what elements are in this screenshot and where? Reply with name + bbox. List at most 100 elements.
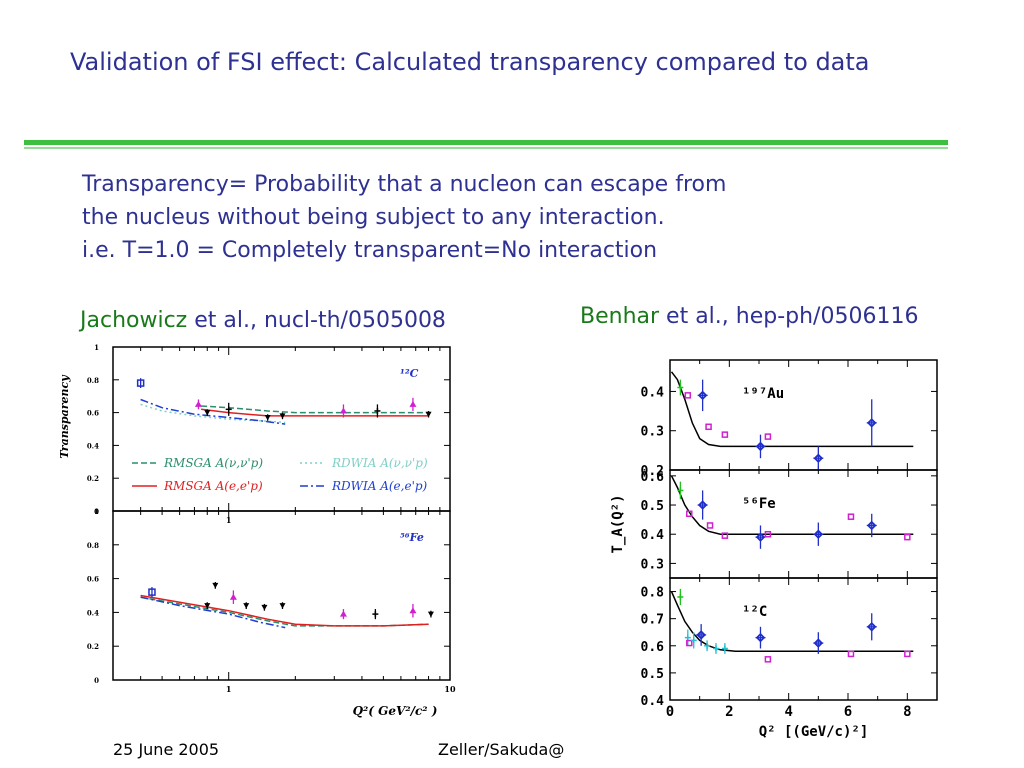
data-point xyxy=(229,593,237,600)
y-tick-label: 0.6 xyxy=(641,470,665,485)
reference-author: Benhar xyxy=(580,304,660,329)
panel-label: ⁵⁶Fe xyxy=(400,531,424,544)
data-point xyxy=(697,500,708,510)
data-point xyxy=(204,410,211,416)
panel-label: ⁵⁶Fe xyxy=(742,496,776,512)
data-point xyxy=(706,522,714,529)
y-tick-label: 0 xyxy=(94,676,99,685)
y-tick-label: 0.2 xyxy=(87,642,99,651)
data-point xyxy=(686,639,693,647)
legend-label: RDWIA A(ν,ν'p) xyxy=(331,456,428,470)
y-tick-label: 0.4 xyxy=(87,608,99,617)
y-tick-label: 0.4 xyxy=(87,441,99,450)
data-point xyxy=(764,656,772,663)
chart-panel-3: 0.3 0.4 0.5 0.6 ⁵⁶Fe T_A(Q²) xyxy=(610,469,938,579)
data-point xyxy=(425,411,432,418)
chart-panel-4: 0.4 0.5 0.6 0.7 0.8 0 2 4 6 8 ¹²C Q² [(GeV/c)²] xyxy=(641,577,938,740)
y-tick-label: 0.7 xyxy=(641,613,664,628)
x-tick-label: 4 xyxy=(784,704,792,720)
plot-frame xyxy=(669,577,938,701)
data-point xyxy=(721,532,729,539)
data-point xyxy=(339,407,347,414)
plot-frame xyxy=(112,510,451,681)
panel-label: ¹²C xyxy=(742,604,767,620)
data-point xyxy=(705,423,712,431)
x-tick-label: 2 xyxy=(725,704,733,720)
data-point xyxy=(764,433,772,440)
x-tick-label: 1 xyxy=(226,515,232,525)
y-tick-label: 0.5 xyxy=(641,667,664,682)
y-tick-label: 0.4 xyxy=(641,528,665,543)
data-point xyxy=(427,611,434,618)
y-tick-label: 0 xyxy=(94,507,99,516)
y-tick-label: 0.5 xyxy=(641,499,664,514)
data-point xyxy=(904,650,911,658)
definition-line: Transparency= Probability that a nucleon… xyxy=(82,172,727,197)
data-point xyxy=(696,630,706,640)
series-line xyxy=(670,475,914,535)
data-point xyxy=(813,638,824,648)
x-axis-label: Q² [(GeV/c)²] xyxy=(759,724,869,740)
data-point xyxy=(866,622,877,632)
data-point xyxy=(264,415,271,421)
data-point xyxy=(904,533,911,541)
data-point xyxy=(847,513,855,520)
y-tick-label: 0.4 xyxy=(641,385,665,400)
data-point xyxy=(243,603,250,609)
series-line xyxy=(140,594,429,627)
y-tick-label: 0.8 xyxy=(87,541,99,550)
data-point xyxy=(813,529,824,539)
data-point xyxy=(721,431,729,438)
x-tick-label: 10 xyxy=(444,684,456,694)
data-point xyxy=(279,413,286,419)
reference-citation: et al., nucl-th/0505008 xyxy=(187,308,446,333)
reference-jachowicz: Jachowicz et al., nucl-th/0505008 xyxy=(80,308,446,333)
series-line xyxy=(670,591,914,652)
y-tick-label: 1 xyxy=(94,507,99,516)
chart-panel-0: 0 0.2 0.4 0.6 0.8 1 1 ¹²C Transparency RMSGA A(ν,… xyxy=(58,343,451,525)
series-line xyxy=(140,596,286,629)
y-tick-label: 0.6 xyxy=(87,575,99,584)
x-tick-label: 8 xyxy=(903,704,911,720)
data-point xyxy=(261,604,268,611)
data-point xyxy=(339,610,347,617)
series-line xyxy=(140,398,286,425)
data-point xyxy=(148,588,156,596)
panel-label: ¹⁹⁷Au xyxy=(742,386,784,402)
y-tick-label: 0.3 xyxy=(641,425,664,440)
chart-panel-2: 0.2 0.3 0.4 ¹⁹⁷Au xyxy=(641,359,938,479)
panel-label: ¹²C xyxy=(400,367,419,380)
y-tick-label: 0.8 xyxy=(87,376,99,385)
reference-citation: et al., hep-ph/0506116 xyxy=(659,304,919,329)
reference-benhar: Benhar et al., hep-ph/0506116 xyxy=(580,304,918,329)
y-axis-label: T_A(Q²) xyxy=(610,494,626,553)
slide-title: Validation of FSI effect: Calculated tra… xyxy=(70,48,870,76)
legend-label: RDWIA A(e,e'p) xyxy=(331,479,428,493)
title-divider xyxy=(24,140,948,145)
data-point xyxy=(697,390,708,401)
data-point xyxy=(764,530,772,538)
y-tick-label: 0.4 xyxy=(641,694,665,709)
plot-frame xyxy=(669,469,938,579)
y-tick-label: 1 xyxy=(94,343,99,352)
data-point xyxy=(755,441,766,452)
data-point xyxy=(194,400,202,407)
plot-frame xyxy=(669,359,938,471)
footer-author: Zeller/Sakuda@ xyxy=(438,740,565,759)
legend-label: RMSGA A(e,e'p) xyxy=(163,479,263,493)
x-tick-label: 6 xyxy=(844,704,852,720)
footer-date: 25 June 2005 xyxy=(113,740,220,759)
definition-line: i.e. T=1.0 = Completely transparent=No i… xyxy=(82,238,658,263)
y-tick-label: 0.6 xyxy=(87,409,99,418)
series-line xyxy=(140,403,286,424)
data-point xyxy=(409,400,417,407)
data-point xyxy=(409,607,417,614)
y-tick-label: 0.8 xyxy=(641,586,665,601)
data-point xyxy=(204,603,211,609)
legend-label: RMSGA A(ν,ν'p) xyxy=(163,456,263,470)
data-point xyxy=(813,453,824,463)
y-axis-label: Transparency xyxy=(58,374,71,459)
x-tick-label: 0 xyxy=(666,704,674,720)
